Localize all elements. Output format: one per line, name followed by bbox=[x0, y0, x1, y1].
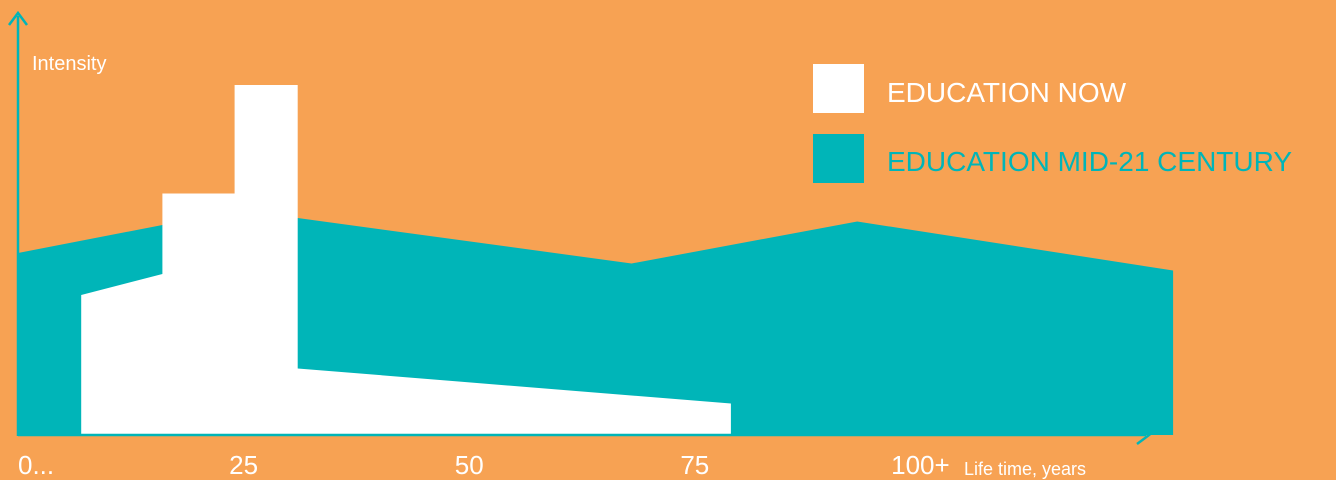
y-axis-label: Intensity bbox=[32, 53, 106, 75]
legend-label-education-mid-21-century: EDUCATION MID-21 CENTURY bbox=[887, 146, 1292, 177]
x-tick-labels: 0... 25 50 75 100+ bbox=[18, 450, 950, 480]
legend-swatch-education-now bbox=[813, 64, 864, 113]
series-layer bbox=[18, 85, 1174, 435]
x-axis-label: Life time, years bbox=[964, 459, 1086, 479]
x-tick-label: 25 bbox=[229, 450, 258, 480]
y-axis bbox=[8, 10, 28, 436]
legend-swatch-education-mid-21-century bbox=[813, 134, 864, 183]
x-tick-label: 0... bbox=[18, 450, 54, 480]
legend: EDUCATION NOW EDUCATION MID-21 CENTURY bbox=[813, 64, 1292, 183]
area-education-now bbox=[81, 85, 731, 435]
x-tick-label: 100+ bbox=[891, 450, 950, 480]
x-tick-label: 50 bbox=[455, 450, 484, 480]
x-axis bbox=[18, 425, 1152, 445]
legend-label-education-now: EDUCATION NOW bbox=[887, 77, 1127, 108]
x-tick-label: 75 bbox=[680, 450, 709, 480]
